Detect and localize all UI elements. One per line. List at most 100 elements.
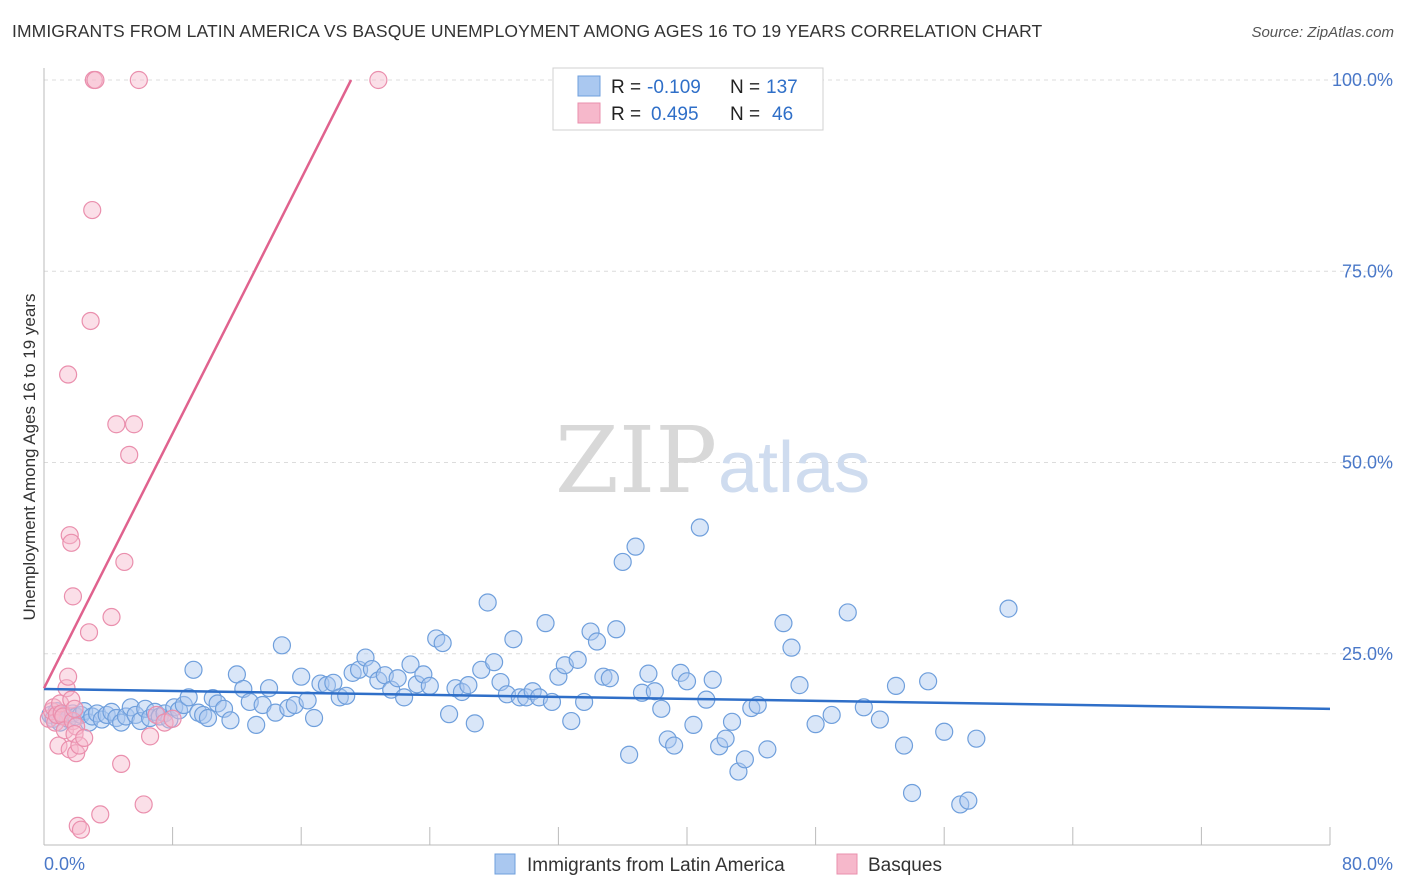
basques-point-5 <box>49 736 68 755</box>
y-axis-label: Unemployment Among Ages 16 to 19 years <box>20 294 39 621</box>
stats-legend-blue-swatch <box>577 75 601 97</box>
latin-america-point-108 <box>665 736 684 755</box>
y-tick-label-50: 50.0% <box>1342 453 1393 473</box>
chart-source: Source: ZipAtlas.com <box>1251 24 1394 41</box>
latin-america-point-35 <box>198 708 218 728</box>
x-tick-label-min: 0.0% <box>44 854 85 874</box>
basques-point-35 <box>112 754 131 774</box>
latin-america-point-98 <box>600 669 619 688</box>
latin-america-point-124 <box>782 638 801 657</box>
y-tick-labels: 25.0% 50.0% 75.0% 100.0% <box>1332 70 1393 664</box>
basques-point-28 <box>81 311 100 331</box>
latin-america-point-51 <box>298 691 317 710</box>
bottom-legend: Immigrants from Latin America Basques <box>494 853 942 876</box>
latin-america-point-105 <box>645 682 664 701</box>
basques-point-33 <box>102 607 121 627</box>
latin-america-point-47 <box>272 636 292 655</box>
latin-america-point-131 <box>886 676 906 695</box>
latin-america-point-17 <box>112 713 131 732</box>
latin-america-point-38 <box>214 699 234 718</box>
stats-legend-blue-r-label: R = <box>611 77 641 98</box>
legend-swatch-basques <box>836 853 858 875</box>
latin-america-point-104 <box>639 664 658 683</box>
basques-point-27 <box>79 623 99 642</box>
stats-legend-blue-n-value: 137 <box>766 77 798 98</box>
basques-point-36 <box>115 552 134 572</box>
latin-america-point-36 <box>203 689 222 708</box>
latin-america-point-73 <box>439 705 459 724</box>
latin-america-point-39 <box>221 711 240 730</box>
basques-point-41 <box>140 727 160 746</box>
latin-america-point-34 <box>194 705 213 725</box>
latin-america-point-122 <box>758 740 777 759</box>
basques-point-44 <box>163 709 182 728</box>
latin-america-point-128 <box>838 603 857 622</box>
latin-america-point-95 <box>581 622 600 641</box>
latin-america-point-100 <box>613 552 632 572</box>
latin-america-point-106 <box>652 699 671 718</box>
latin-america-point-77 <box>465 714 484 733</box>
stats-legend-blue-n-label: N = <box>730 77 760 98</box>
latin-america-point-92 <box>562 711 581 731</box>
latin-america-point-57 <box>337 686 356 705</box>
basques-point-32 <box>91 805 110 824</box>
latin-america-points <box>41 518 1018 814</box>
latin-america-point-65 <box>388 669 407 688</box>
stats-legend-blue-r-value: -0.109 <box>647 77 701 98</box>
stats-legend-pink-r-value: 0.495 <box>651 104 699 125</box>
latin-america-point-70 <box>420 676 439 695</box>
basques-point-39 <box>129 70 148 90</box>
latin-america-point-116 <box>716 729 735 748</box>
chart-title: IMMIGRANTS FROM LATIN AMERICA VS BASQUE … <box>12 21 1043 41</box>
latin-america-point-67 <box>401 655 420 674</box>
legend-swatch-latin-america <box>494 853 516 875</box>
latin-america-point-126 <box>806 715 825 734</box>
basques-point-15 <box>65 699 84 718</box>
latin-america-point-69 <box>414 665 433 684</box>
latin-america-point-32 <box>184 660 203 679</box>
latin-america-point-88 <box>536 614 555 633</box>
latin-america-point-83 <box>504 630 523 649</box>
latin-america-point-31 <box>179 688 198 707</box>
basques-point-18 <box>60 526 79 545</box>
basques-point-29 <box>83 200 102 220</box>
basques-point-34 <box>107 415 126 434</box>
watermark-zip: ZIP <box>555 407 717 514</box>
basques-point-38 <box>124 415 144 434</box>
stats-legend-pink-n-label: N = <box>730 104 760 125</box>
latin-america-point-20 <box>126 705 145 725</box>
latin-america-point-90 <box>549 667 568 686</box>
latin-america-point-127 <box>822 705 841 725</box>
watermark-atlas: atlas <box>718 428 870 508</box>
latin-america-point-134 <box>919 672 938 691</box>
basques-point-21 <box>65 724 84 744</box>
basques-point-37 <box>120 445 139 464</box>
latin-america-point-130 <box>870 710 890 729</box>
latin-america-point-101 <box>620 745 639 764</box>
basques-point-17 <box>59 365 78 384</box>
latin-america-point-33 <box>189 703 208 722</box>
latin-america-point-50 <box>292 667 311 686</box>
latin-america-point-60 <box>356 648 375 667</box>
stats-legend: R = -0.109 N = 137 R = 0.495 N = 46 <box>552 67 824 131</box>
latin-america-point-71 <box>427 629 446 648</box>
basques-point-11 <box>59 667 78 686</box>
latin-america-point-114 <box>703 670 722 689</box>
latin-america-point-138 <box>967 729 986 748</box>
basques-point-26 <box>75 728 94 748</box>
latin-america-point-79 <box>478 593 497 612</box>
latin-america-point-123 <box>774 614 793 633</box>
legend-label-basques: Basques <box>868 855 942 876</box>
basques-point-40 <box>134 795 153 814</box>
stats-legend-pink-r-label: R = <box>611 104 641 125</box>
latin-america-point-132 <box>894 736 914 755</box>
latin-america-point-111 <box>684 715 703 734</box>
latin-america-point-99 <box>607 620 626 639</box>
latin-america-trend-line <box>43 687 1331 711</box>
latin-america-point-119 <box>735 750 754 769</box>
y-tick-label-75: 75.0% <box>1342 261 1393 281</box>
legend-label-latin-america: Immigrants from Latin America <box>527 855 785 876</box>
latin-america-point-112 <box>690 518 709 537</box>
latin-america-point-93 <box>568 650 587 669</box>
basques-trend-line <box>42 79 353 689</box>
